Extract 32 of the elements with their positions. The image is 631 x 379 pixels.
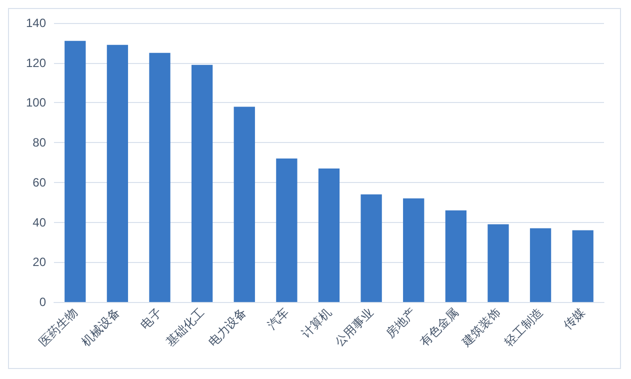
- x-tick-label: 计算机: [298, 305, 334, 340]
- bar: [149, 52, 170, 302]
- x-tick-label: 传媒: [560, 305, 588, 332]
- bar: [234, 106, 255, 302]
- x-tick-label: 建筑装饰: [458, 305, 504, 350]
- bar: [403, 198, 424, 302]
- x-tick-label: 电力设备: [205, 305, 250, 349]
- x-tick-label: 公用事业: [332, 305, 376, 349]
- x-tick-label: 有色金属: [417, 305, 461, 349]
- y-tick-label: 100: [26, 96, 46, 110]
- bar: [318, 168, 340, 302]
- y-tick-label: 140: [26, 16, 46, 30]
- bar: [488, 224, 509, 302]
- x-tick-label: 机械设备: [78, 305, 122, 349]
- bar: [360, 194, 382, 302]
- x-tick-label: 基础化工: [163, 305, 208, 349]
- x-tick-label: 房地产: [383, 305, 419, 340]
- x-tick-label: 轻工制造: [502, 305, 546, 349]
- bar: [572, 230, 594, 302]
- x-tick-label: 汽车: [264, 305, 292, 332]
- y-tick-label: 80: [32, 136, 46, 150]
- y-tick-label: 60: [32, 175, 46, 190]
- bar: [445, 210, 466, 302]
- bar: [276, 158, 298, 302]
- bar: [530, 228, 552, 302]
- bar: [106, 44, 128, 302]
- bar: [64, 40, 86, 302]
- y-tick-label: 20: [32, 255, 46, 270]
- y-tick-label: 40: [32, 215, 46, 230]
- bar: [192, 64, 213, 302]
- x-tick-label: 电子: [138, 305, 165, 332]
- y-tick-label: 120: [26, 56, 46, 70]
